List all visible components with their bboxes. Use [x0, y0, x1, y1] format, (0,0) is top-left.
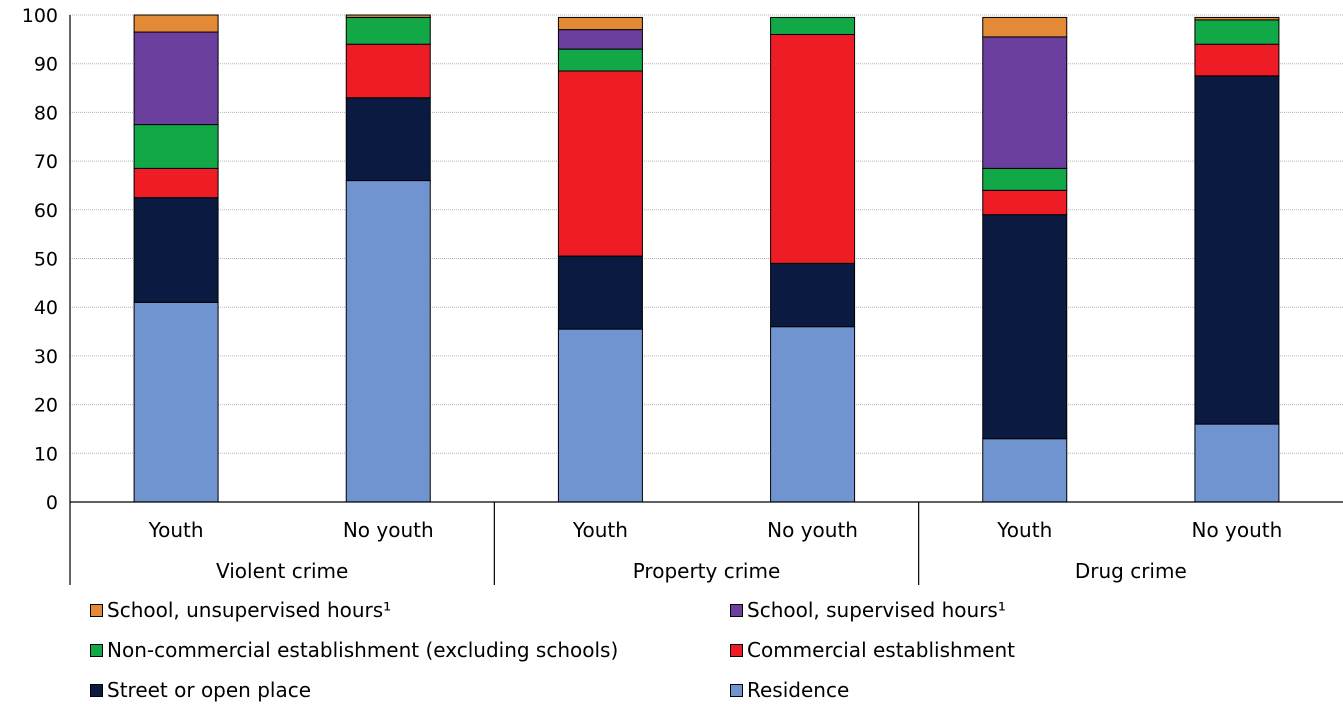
bar-segment — [133, 301, 219, 503]
y-tick-label: 20 — [34, 395, 58, 417]
legend-item: School, unsupervised hours¹ — [90, 598, 391, 622]
bar-segment — [345, 180, 431, 503]
legend-swatch — [90, 683, 103, 697]
legend-label: Residence — [747, 678, 850, 702]
bar-segment — [133, 124, 219, 169]
legend-item: School, supervised hours¹ — [730, 598, 1006, 622]
bar-segment — [982, 189, 1068, 216]
chart-plot: 0 10 20 30 40 50 60 70 80 90 100 Youth No youth Viole… — [22, 5, 1343, 585]
bar-segment — [1194, 16, 1280, 21]
bar-segment — [982, 438, 1068, 503]
y-tick-label: 50 — [34, 249, 58, 271]
bar-segment — [345, 16, 431, 45]
bar-segment — [345, 97, 431, 182]
y-tick-label: 30 — [34, 346, 58, 368]
x-tick-label: Youth — [996, 518, 1052, 542]
legend-label: Non-commercial establishment (excluding … — [107, 638, 619, 662]
group-label: Drug crime — [1075, 559, 1187, 583]
y-tick-label: 90 — [34, 54, 58, 76]
bar-segment — [770, 16, 856, 35]
bar-segment — [133, 197, 219, 303]
legend-item: Street or open place — [90, 678, 311, 702]
bar-segment — [557, 48, 643, 72]
bar-segment — [557, 328, 643, 503]
bar-segment — [345, 14, 431, 18]
bar-segment — [133, 167, 219, 199]
group-label: Property crime — [633, 559, 781, 583]
legend-swatch — [90, 603, 103, 617]
bar-segment — [1194, 43, 1280, 77]
x-tick-label: No youth — [767, 518, 858, 542]
y-tick-label: 70 — [34, 151, 58, 173]
y-tick-label: 80 — [34, 102, 58, 124]
bar-segment — [1194, 423, 1280, 503]
legend-item: Commercial establishment — [730, 638, 1015, 662]
y-tick-label: 40 — [34, 297, 58, 319]
y-tick-label: 0 — [46, 492, 58, 514]
bar-segment — [133, 31, 219, 126]
x-tick-label: Youth — [572, 518, 628, 542]
bar-segment — [770, 326, 856, 503]
bar-segment — [982, 16, 1068, 38]
bar-segment — [133, 14, 219, 33]
legend-label: Commercial establishment — [747, 638, 1016, 662]
bar-segment — [982, 167, 1068, 191]
x-tick-label: Youth — [148, 518, 204, 542]
bar-segment — [982, 214, 1068, 440]
legend-swatch — [730, 643, 743, 657]
legend-label: Street or open place — [107, 678, 312, 702]
legend-swatch — [730, 603, 743, 617]
legend-item: Non-commercial establishment (excluding … — [90, 638, 618, 662]
bar-segment — [557, 29, 643, 50]
bar-segment — [1194, 19, 1280, 45]
legend-item: Residence — [730, 678, 849, 702]
legend-label: School, unsupervised hours¹ — [107, 598, 392, 622]
bar-segment — [1194, 75, 1280, 425]
legend-label: School, supervised hours¹ — [747, 598, 1006, 622]
bar-segment — [557, 16, 643, 31]
y-tick-label: 60 — [34, 200, 58, 222]
bar-segment — [770, 262, 856, 328]
y-tick-label: 10 — [34, 443, 58, 465]
bar-segment — [557, 70, 643, 257]
legend: School, unsupervised hours¹ School, supe… — [90, 598, 1290, 704]
x-tick-label: No youth — [343, 518, 434, 542]
bar-segment — [982, 36, 1068, 169]
bar-segment — [557, 255, 643, 330]
x-tick-label: No youth — [1192, 518, 1283, 542]
legend-swatch — [90, 643, 103, 657]
y-tick-label: 100 — [22, 5, 58, 27]
bar-segment — [345, 43, 431, 99]
bar-segment — [770, 33, 856, 264]
group-label: Violent crime — [216, 559, 348, 583]
legend-swatch — [730, 683, 743, 697]
